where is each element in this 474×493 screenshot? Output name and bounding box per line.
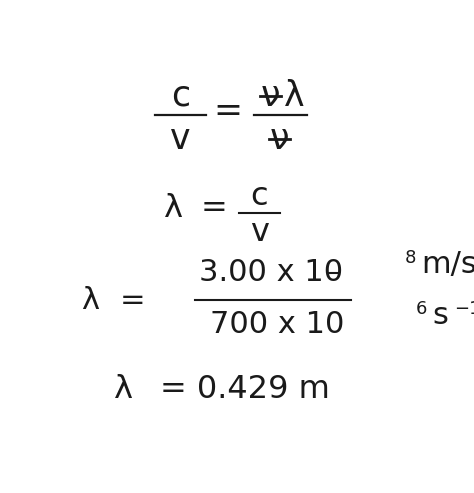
- Text: s: s: [432, 301, 448, 330]
- Text: 8: 8: [404, 249, 416, 267]
- Text: λ: λ: [114, 374, 133, 405]
- Text: 6: 6: [415, 300, 427, 318]
- Text: v: v: [170, 122, 191, 156]
- Text: c: c: [171, 79, 190, 113]
- Text: ν: ν: [261, 79, 280, 113]
- Text: v: v: [250, 217, 269, 248]
- Text: ν: ν: [270, 122, 290, 156]
- Text: =: =: [120, 286, 146, 315]
- Text: c: c: [251, 181, 268, 212]
- Text: 3.00 x 10: 3.00 x 10: [199, 258, 343, 287]
- Text: 700 x 10: 700 x 10: [210, 310, 344, 339]
- Text: = 0.429 m: = 0.429 m: [160, 374, 330, 405]
- Text: =: =: [200, 193, 227, 224]
- Text: λ: λ: [82, 286, 100, 315]
- Text: λ: λ: [164, 193, 182, 224]
- Text: −1: −1: [454, 300, 474, 318]
- Text: λ: λ: [284, 79, 305, 113]
- Text: =: =: [214, 94, 243, 128]
- Text: m/s: m/s: [421, 250, 474, 279]
